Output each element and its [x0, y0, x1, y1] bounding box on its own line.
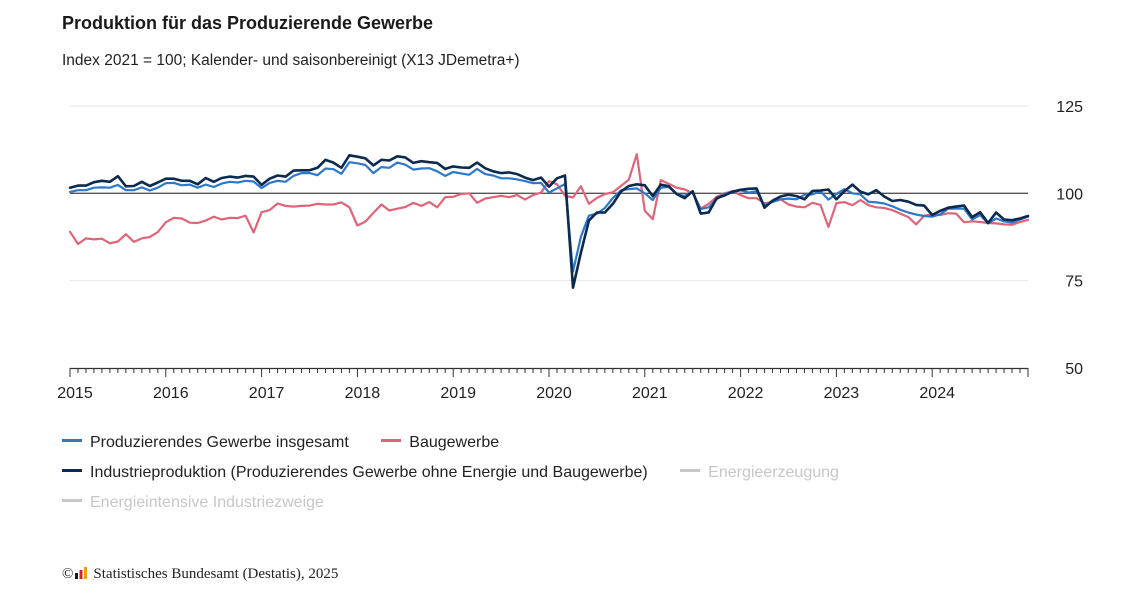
- series-line-industrieproduktion: [68, 154, 1030, 290]
- y-tick-label: 50: [1065, 361, 1083, 378]
- y-tick-label: 125: [1056, 99, 1083, 116]
- series-line-produzierendes-gewerbe: [68, 161, 1030, 273]
- x-tick-label: 2019: [440, 385, 476, 402]
- series-line-baugewerbe: [68, 153, 1030, 246]
- legend-label: Energieintensive Industriezweige: [90, 494, 324, 511]
- y-tick-label: 100: [1056, 186, 1083, 203]
- chart-subtitle: Index 2021 = 100; Kalender- und saisonbe…: [62, 52, 520, 69]
- x-tick-label: 2024: [919, 385, 955, 402]
- x-tick-label: 2015: [57, 385, 93, 402]
- x-tick-label: 2020: [536, 385, 572, 402]
- x-tick-label: 2018: [345, 385, 381, 402]
- x-tick-label: 2023: [824, 385, 860, 402]
- x-tick-label: 2021: [632, 385, 668, 402]
- legend-item-industrieproduktion[interactable]: Industrieproduktion (Produzierendes Gewe…: [62, 458, 648, 488]
- legend-swatch-industrieproduktion: [62, 469, 82, 473]
- y-tick-label: 75: [1065, 274, 1083, 291]
- legend-item-baugewerbe[interactable]: Baugewerbe: [381, 428, 499, 458]
- legend-label: Energieerzeugung: [708, 464, 839, 481]
- x-tick-label: 2017: [249, 385, 285, 402]
- legend-label: Baugewerbe: [409, 434, 500, 451]
- series-lines: [68, 153, 1030, 290]
- legend-swatch-baugewerbe: [381, 439, 402, 443]
- y-axis-tick-labels: 50 75 100 125: [1056, 99, 1083, 378]
- legend-swatch-energieintensive: [62, 499, 82, 503]
- legend-swatch-produzierendes-gewerbe: [62, 439, 82, 443]
- copyright-symbol: ©: [62, 566, 74, 582]
- destatis-logo-icon: [75, 566, 88, 579]
- x-tick-label: 2016: [153, 385, 189, 402]
- legend: Produzierendes Gewerbe insgesamt Baugewe…: [62, 428, 867, 518]
- source-footer: © Statistisches Bundesamt (Destatis), 20…: [62, 566, 338, 583]
- legend-swatch-energieerzeugung: [680, 469, 701, 473]
- x-axis: 2015 2016 2017 2018 2019 2020 2021 2022 2023 2024: [57, 367, 1029, 402]
- source-text: Statistisches Bundesamt (Destatis), 2025: [93, 566, 339, 582]
- x-tick-label: 2022: [728, 385, 764, 402]
- legend-item-produzierendes-gewerbe[interactable]: Produzierendes Gewerbe insgesamt: [62, 428, 349, 458]
- legend-label: Produzierendes Gewerbe insgesamt: [90, 434, 349, 451]
- legend-label: Industrieproduktion (Produzierendes Gewe…: [90, 464, 648, 481]
- legend-item-energieerzeugung[interactable]: Energieerzeugung: [680, 458, 839, 488]
- chart-title: Produktion für das Produzierende Gewerbe: [62, 13, 434, 33]
- legend-item-energieintensive[interactable]: Energieintensive Industriezweige: [62, 488, 324, 518]
